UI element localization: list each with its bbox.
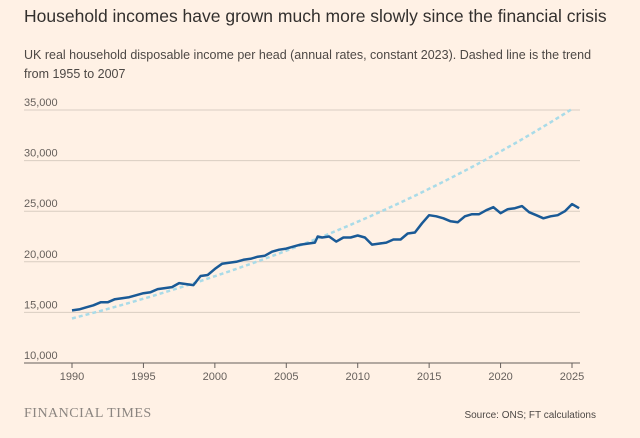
trend-line — [71, 107, 573, 320]
y-tick-label: 20,000 — [24, 249, 58, 261]
y-tick-label: 15,000 — [24, 299, 58, 311]
x-tick-label: 2015 — [417, 371, 441, 383]
source-note: Source: ONS; FT calculations — [464, 410, 596, 421]
y-tick-label: 30,000 — [24, 148, 58, 160]
ft-logo: FINANCIAL TIMES — [24, 406, 152, 421]
chart-title: Household incomes have grown much more s… — [24, 6, 607, 26]
y-tick-label: 25,000 — [24, 198, 58, 210]
x-tick-label: 1995 — [131, 371, 155, 383]
chart-subtitle: UK real household disposable income per … — [24, 48, 592, 81]
x-tick-label: 1990 — [60, 371, 84, 383]
x-tick-label: 2025 — [560, 371, 584, 383]
y-tick-label: 10,000 — [24, 350, 58, 362]
x-tick-label: 2020 — [488, 371, 512, 383]
x-tick-label: 2000 — [203, 371, 227, 383]
income-line — [71, 202, 580, 312]
x-tick-label: 2010 — [345, 371, 369, 383]
y-tick-label: 35,000 — [24, 97, 58, 109]
x-tick-label: 2005 — [274, 371, 298, 383]
